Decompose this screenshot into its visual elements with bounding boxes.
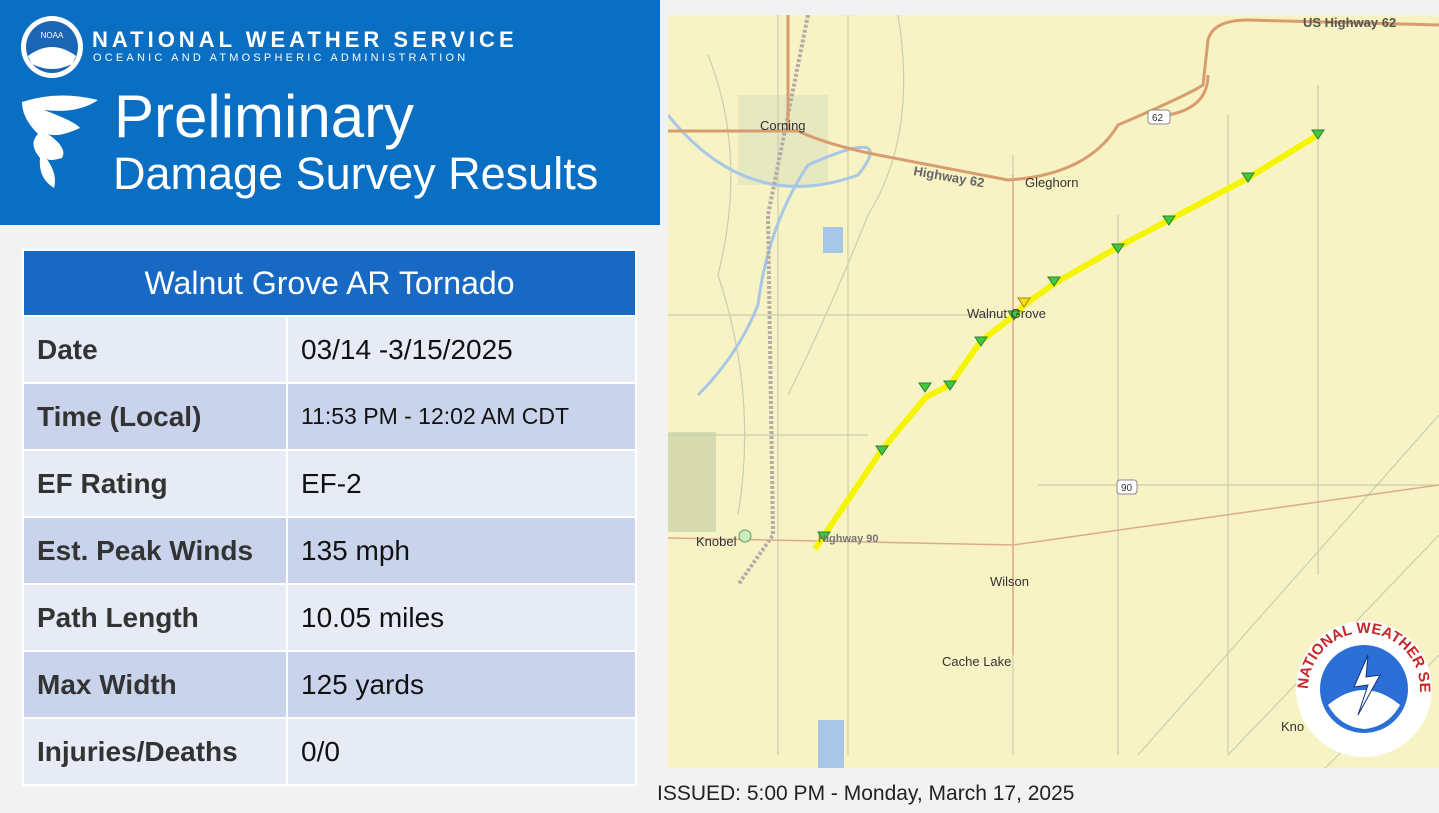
row-value: 0/0 <box>286 717 637 786</box>
row-label: Est. Peak Winds <box>22 516 288 585</box>
row-label: Time (Local) <box>22 382 288 451</box>
table-title: Walnut Grove AR Tornado <box>22 249 637 317</box>
row-label: Path Length <box>22 583 288 652</box>
map-label: Knobel <box>696 534 737 549</box>
row-value: 10.05 miles <box>286 583 637 652</box>
map-label: 90 <box>1121 483 1133 494</box>
map-label: Corning <box>760 118 806 133</box>
map-label: Cache Lake <box>942 654 1011 669</box>
map-label: Highway 90 <box>818 533 879 545</box>
map: US Highway 62 62 Corning Highway 62 Gleg… <box>668 15 1439 768</box>
row-value: 125 yards <box>286 650 637 719</box>
title: Preliminary <box>114 83 415 150</box>
agency: NATIONAL WEATHER SERVICE <box>92 27 518 52</box>
subtitle: Damage Survey Results <box>113 148 599 199</box>
tornado-icon <box>22 95 98 188</box>
noaa-logo: NOAA <box>21 16 83 78</box>
row-value: 135 mph <box>286 516 637 585</box>
map-label: Walnut Grove <box>967 306 1046 321</box>
row-value: 03/14 -3/15/2025 <box>286 315 637 384</box>
map-label: 62 <box>1152 113 1164 124</box>
issued: ISSUED: 5:00 PM - Monday, March 17, 2025 <box>657 782 1075 805</box>
row-value: 11:53 PM - 12:02 AM CDT <box>286 382 637 451</box>
row-value: EF-2 <box>286 449 637 518</box>
map-label: Kno <box>1281 719 1304 734</box>
row-label: EF Rating <box>22 449 288 518</box>
noaa-logo-text: NOAA <box>41 31 64 40</box>
map-label: Gleghorn <box>1025 175 1078 190</box>
department: OCEANIC AND ATMOSPHERIC ADMINISTRATION <box>93 52 469 64</box>
summary-table: Walnut Grove AR Tornado Date 03/14 -3/15/… <box>22 249 637 786</box>
row-label: Injuries/Deaths <box>22 717 288 786</box>
map-label: Wilson <box>990 574 1029 589</box>
map-label: US Highway 62 <box>1303 15 1396 30</box>
banner: NOAA NATIONAL WEATHER SERVICE OCEANIC AN… <box>0 0 660 225</box>
row-label: Max Width <box>22 650 288 719</box>
row-label: Date <box>22 315 288 384</box>
